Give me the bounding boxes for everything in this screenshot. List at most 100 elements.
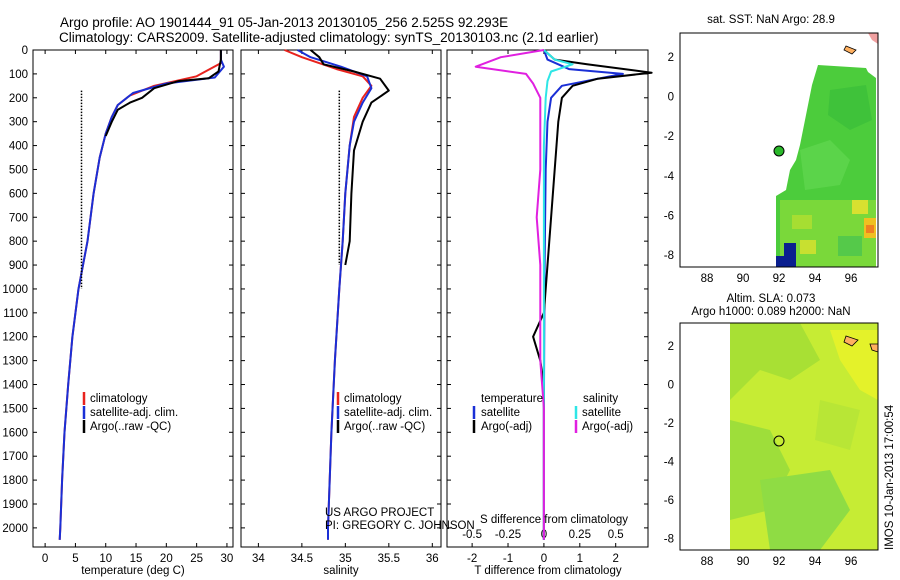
- salinity-legend: climatology satellite-adj. clim. Argo(..…: [336, 392, 432, 433]
- map-x-tick-label: 94: [809, 556, 822, 568]
- salinity-xlabel: salinity: [323, 565, 358, 577]
- sla-float-marker: [773, 435, 785, 447]
- title-line-1: Argo profile: AO 1901444_91 05-Jan-2013 …: [60, 15, 508, 30]
- sst-cold-patch-2: [776, 256, 786, 267]
- legend-label-satellite: satellite-adj. clim.: [344, 407, 432, 419]
- sla-field-patch-3: [830, 330, 878, 400]
- x-tick-label: 34.5: [291, 553, 313, 565]
- series-line-climatology: [284, 49, 373, 540]
- sla-field-patch-5: [815, 400, 860, 450]
- map-x-tick-label: 90: [737, 273, 750, 285]
- y-tick-label: 100: [9, 69, 28, 81]
- sst-float-marker: [773, 145, 785, 157]
- y-tick-label: 900: [9, 260, 28, 272]
- y-tick-label: 500: [9, 164, 28, 176]
- pi-credit: PI: GREGORY C. JOHNSON: [325, 520, 475, 532]
- salinity-panel: [240, 49, 442, 548]
- difference-legend: temperature salinity satellite Argo(-adj…: [472, 393, 633, 433]
- map-y-tick-label: -2: [664, 418, 674, 430]
- sla-land-edge-2: [869, 343, 878, 353]
- y-tick-label: 0: [22, 45, 28, 57]
- map-y-tick-label: -6: [664, 210, 674, 222]
- difference-top-xlabel: S difference from climatology: [480, 514, 628, 526]
- sst-cold-patch: [784, 243, 796, 267]
- legend-label-t-satellite: satellite: [481, 407, 520, 419]
- sst-field-patch-5: [838, 236, 862, 256]
- map-y-tick-label: -2: [664, 131, 674, 143]
- top-tick-label: -0.25: [495, 529, 521, 541]
- x-tick-label: 2: [612, 553, 618, 565]
- x-tick-label: 1: [577, 553, 583, 565]
- legend-label-s-satellite: satellite: [582, 407, 621, 419]
- map-y-tick-label: 0: [668, 91, 674, 103]
- legend-label-t-argo: Argo(-adj): [481, 421, 532, 433]
- y-tick-label: 200: [9, 93, 28, 105]
- map-y-tick-label: -8: [664, 533, 674, 545]
- top-tick-label: 0.5: [608, 529, 624, 541]
- y-tick-label: 2000: [2, 523, 28, 535]
- y-tick-label: 300: [9, 117, 28, 129]
- series-line-climatology: [58, 50, 222, 540]
- map-x-tick-label: 92: [773, 273, 786, 285]
- y-tick-label: 1700: [2, 451, 28, 463]
- sla-map-title-1: Altim. SLA: 0.073: [727, 293, 816, 305]
- x-tick-label: -1: [503, 553, 513, 565]
- sst-field-patch-1: [800, 140, 850, 190]
- sla-field-patch-4: [760, 470, 850, 550]
- x-tick-label: 5: [72, 553, 78, 565]
- x-tick-label: 20: [160, 553, 173, 565]
- legend-title-temperature: temperature: [481, 393, 543, 405]
- title-line-2: Climatology: CARS2009. Satellite-adjuste…: [59, 30, 599, 45]
- y-tick-label: 1500: [2, 403, 28, 415]
- legend-label-argo: Argo(..raw -QC): [344, 421, 425, 433]
- sst-field-patch-8: [800, 240, 816, 254]
- temperature-xlabel: temperature (deg C): [81, 565, 185, 577]
- x-tick-label: 0: [42, 553, 48, 565]
- sst-map-title: sat. SST: NaN Argo: 28.9: [707, 14, 835, 26]
- x-tick-label: 35.5: [378, 553, 400, 565]
- x-tick-label: -2: [467, 553, 477, 565]
- map-x-tick-label: 90: [737, 556, 750, 568]
- y-tick-label: 1000: [2, 284, 28, 296]
- y-tick-label: 1600: [2, 427, 28, 439]
- map-y-tick-label: -4: [664, 457, 675, 469]
- project-credit: US ARGO PROJECT: [325, 507, 434, 519]
- map-y-tick-label: 2: [668, 341, 674, 353]
- series-line-t-satellite: [542, 49, 624, 540]
- difference-panel: [446, 49, 649, 548]
- map-x-tick-label: 96: [845, 273, 858, 285]
- legend-label-climatology: climatology: [344, 393, 402, 405]
- top-tick-label: 0.25: [569, 529, 591, 541]
- map-x-tick-label: 92: [773, 556, 786, 568]
- y-tick-label: 800: [9, 236, 28, 248]
- sst-field-patch-9: [852, 200, 868, 214]
- series-line-argo-raw-qc: [309, 49, 390, 266]
- y-tick-label: 700: [9, 212, 28, 224]
- sst-map-image: [679, 32, 879, 268]
- legend-label-s-argo: Argo(-adj): [582, 421, 633, 433]
- sst-field-patch-4: [792, 215, 812, 229]
- x-tick-label: 34: [252, 553, 265, 565]
- map-y-tick-label: -6: [664, 495, 674, 507]
- sla-map-image: [679, 322, 879, 551]
- y-tick-label: 400: [9, 141, 28, 153]
- map-x-tick-label: 88: [701, 556, 714, 568]
- legend-label-climatology: climatology: [90, 393, 148, 405]
- sla-map-frame: [679, 322, 879, 551]
- y-tick-label: 1400: [2, 380, 28, 392]
- x-tick-label: 25: [190, 553, 203, 565]
- sst-land-edge-2: [843, 45, 857, 55]
- legend-label-satellite: satellite-adj. clim.: [90, 407, 178, 419]
- series-line-satellite-adj-clim: [297, 49, 373, 540]
- y-tick-label: 1100: [3, 308, 28, 320]
- sst-land-edge: [868, 33, 878, 44]
- sla-land-edge: [843, 335, 859, 347]
- series-line-t-argo-adj: [532, 49, 653, 540]
- series-line-s-argo-adj: [474, 49, 545, 540]
- y-tick-label: 1900: [2, 499, 28, 511]
- legend-label-argo: Argo(..raw -QC): [90, 421, 171, 433]
- legend-title-salinity: salinity: [583, 393, 618, 405]
- top-tick-label: -0.5: [462, 529, 482, 541]
- sst-field-patch-2: [828, 85, 872, 130]
